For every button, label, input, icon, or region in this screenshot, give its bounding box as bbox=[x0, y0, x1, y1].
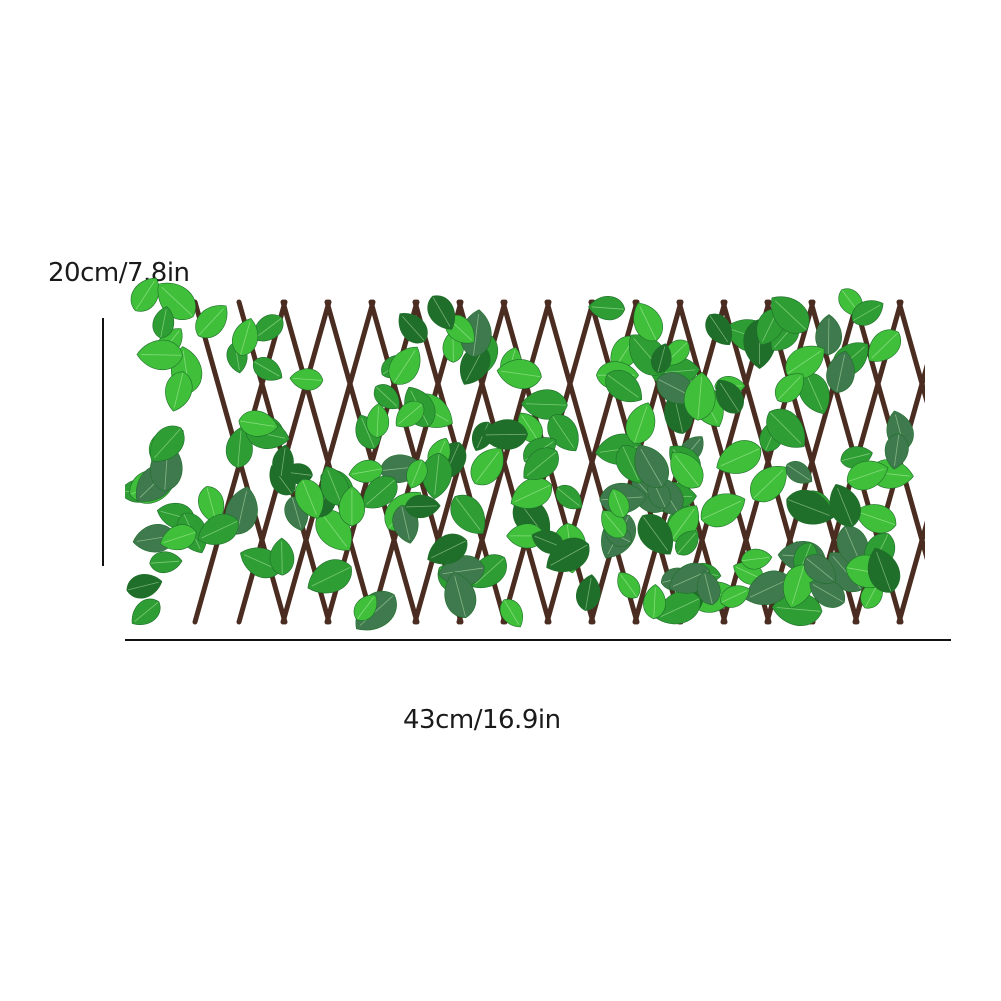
leaf bbox=[608, 488, 630, 518]
leaf-trellis-fence-image bbox=[125, 277, 925, 631]
leaf bbox=[252, 356, 283, 381]
leaf bbox=[353, 594, 378, 621]
leaf bbox=[427, 533, 468, 565]
leaf bbox=[521, 389, 568, 420]
leaf bbox=[197, 513, 239, 545]
leaf bbox=[421, 452, 453, 500]
leaf bbox=[307, 559, 352, 594]
leaf bbox=[786, 489, 835, 525]
leaf bbox=[406, 459, 428, 489]
leaf bbox=[373, 384, 400, 410]
leaf bbox=[809, 579, 846, 608]
leaf bbox=[867, 547, 901, 593]
leaf bbox=[884, 433, 909, 470]
leaf bbox=[404, 494, 441, 519]
leaf bbox=[496, 359, 542, 389]
leaf bbox=[588, 296, 626, 321]
leaf bbox=[510, 477, 552, 509]
leaf bbox=[289, 368, 324, 391]
leaf bbox=[269, 537, 295, 576]
leaf bbox=[238, 410, 279, 437]
leaf bbox=[855, 504, 897, 534]
leaf bbox=[165, 371, 193, 412]
lattice-stick bbox=[280, 299, 376, 625]
leaf bbox=[348, 459, 384, 483]
leaf bbox=[851, 300, 884, 326]
leaf bbox=[826, 350, 855, 393]
leaf bbox=[398, 313, 428, 344]
leaf bbox=[670, 451, 704, 489]
leaf bbox=[715, 379, 744, 414]
leaf bbox=[294, 479, 324, 519]
leaf bbox=[829, 483, 861, 527]
leaf bbox=[634, 444, 669, 488]
leaf bbox=[771, 296, 810, 334]
leaf bbox=[785, 345, 825, 380]
leaf bbox=[683, 372, 716, 421]
leaf bbox=[444, 571, 477, 619]
lattice-stick bbox=[896, 299, 925, 404]
leaf bbox=[198, 486, 225, 525]
leaf bbox=[195, 305, 228, 339]
leaf bbox=[388, 346, 421, 385]
leaf bbox=[481, 419, 529, 450]
height-dimension-line bbox=[102, 318, 104, 566]
leaf bbox=[625, 402, 656, 444]
width-dimension-line bbox=[125, 639, 951, 641]
leaf bbox=[576, 574, 601, 611]
leaf bbox=[750, 466, 787, 503]
leaf bbox=[705, 313, 733, 346]
leaf bbox=[546, 537, 590, 573]
leaf bbox=[617, 572, 641, 599]
leaf bbox=[675, 530, 699, 556]
leaf bbox=[450, 494, 486, 534]
leaf bbox=[427, 295, 456, 330]
leaf bbox=[605, 370, 642, 403]
leaf bbox=[740, 548, 773, 570]
leaf bbox=[868, 329, 901, 362]
leaf bbox=[846, 460, 889, 491]
leaf bbox=[253, 314, 284, 342]
leaf bbox=[696, 570, 721, 606]
width-dimension-label: 43cm/16.9in bbox=[403, 705, 561, 735]
leaf bbox=[716, 440, 762, 474]
leaf bbox=[395, 400, 425, 428]
leaf bbox=[785, 461, 813, 484]
leaf bbox=[152, 306, 175, 339]
leaf bbox=[136, 339, 184, 370]
leaf bbox=[633, 302, 663, 342]
leaf bbox=[700, 493, 746, 528]
artificial-leaves bbox=[125, 277, 914, 631]
leaf bbox=[523, 447, 559, 480]
leaf bbox=[126, 574, 163, 599]
leaf bbox=[366, 403, 390, 439]
leaf bbox=[231, 318, 259, 356]
leaf bbox=[650, 343, 672, 374]
leaf bbox=[637, 514, 673, 555]
leaf bbox=[131, 598, 161, 625]
leaf bbox=[766, 408, 806, 448]
leaf bbox=[150, 425, 185, 462]
leaf bbox=[815, 314, 842, 356]
leaf bbox=[460, 345, 491, 385]
lattice-stick bbox=[896, 520, 925, 625]
leaf bbox=[601, 510, 628, 539]
leaf bbox=[720, 585, 750, 608]
leaf bbox=[803, 554, 836, 584]
leaf bbox=[775, 373, 804, 403]
leaf bbox=[470, 448, 504, 486]
leaf bbox=[149, 551, 183, 574]
leaf bbox=[159, 524, 197, 551]
leaf bbox=[272, 444, 294, 478]
leaf bbox=[555, 484, 582, 510]
leaf bbox=[643, 584, 666, 620]
leaf bbox=[338, 485, 366, 527]
leaf bbox=[363, 475, 398, 509]
leaf bbox=[499, 599, 524, 628]
